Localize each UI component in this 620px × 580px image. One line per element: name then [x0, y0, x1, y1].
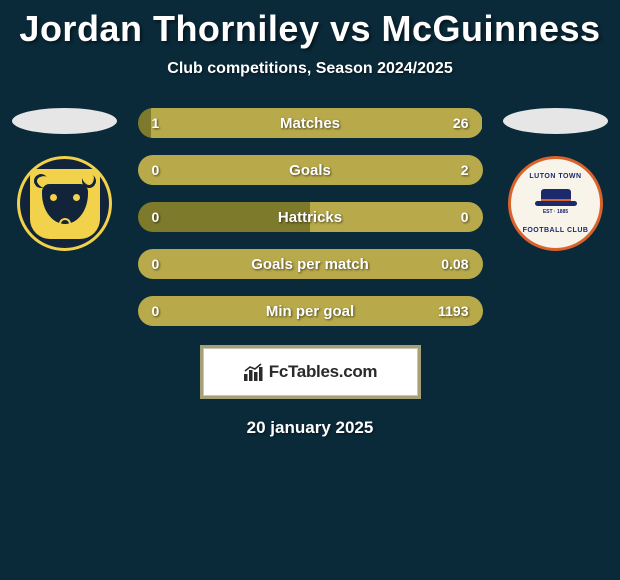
stat-value-left: 0	[152, 209, 182, 225]
fctables-watermark: FcTables.com	[203, 348, 418, 396]
player-photo-placeholder-left	[12, 108, 117, 134]
luton-crest-icon: LUTON TOWN EST · 1885 FOOTBALL CLUB	[520, 168, 592, 240]
stat-value-right: 0.08	[439, 256, 469, 272]
content-row: 1 Matches 26 0 Goals 2 0 Hattricks 0 0 Goals per m…	[0, 108, 620, 326]
page-title: Jordan Thorniley vs McGuinness	[0, 8, 620, 50]
stat-value-left: 0	[152, 256, 182, 272]
chart-icon	[243, 362, 265, 382]
oxford-shield-icon	[30, 169, 100, 239]
player-photo-placeholder-right	[503, 108, 608, 134]
stat-row: 0 Goals 2	[138, 155, 483, 185]
luton-town-badge: LUTON TOWN EST · 1885 FOOTBALL CLUB	[508, 156, 603, 251]
stat-label: Min per goal	[266, 303, 354, 320]
stat-label: Goals per match	[251, 256, 369, 273]
brand-text: FcTables.com	[269, 362, 378, 382]
stat-label: Matches	[280, 115, 340, 132]
ox-head-icon	[42, 184, 88, 224]
luton-text-top: LUTON TOWN	[520, 173, 592, 180]
luton-est-text: EST · 1885	[543, 209, 568, 215]
right-column: LUTON TOWN EST · 1885 FOOTBALL CLUB	[501, 108, 611, 251]
luton-text-bottom: FOOTBALL CLUB	[520, 227, 592, 234]
stat-row: 0 Min per goal 1193	[138, 296, 483, 326]
stat-value-right: 26	[439, 115, 469, 131]
stat-label: Goals	[289, 162, 331, 179]
stats-column: 1 Matches 26 0 Goals 2 0 Hattricks 0 0 Goals per m…	[138, 108, 483, 326]
oxford-united-badge	[17, 156, 112, 251]
stat-value-left: 0	[152, 303, 182, 319]
left-column	[10, 108, 120, 251]
luton-hat-icon	[541, 189, 571, 203]
comparison-infographic: Jordan Thorniley vs McGuinness Club comp…	[0, 0, 620, 438]
stat-value-right: 0	[439, 209, 469, 225]
stat-value-right: 2	[439, 162, 469, 178]
stat-value-left: 1	[152, 115, 182, 131]
stat-row: 0 Goals per match 0.08	[138, 249, 483, 279]
page-subtitle: Club competitions, Season 2024/2025	[0, 60, 620, 78]
stat-value-right: 1193	[438, 303, 468, 319]
stat-label: Hattricks	[278, 209, 342, 226]
stat-row: 1 Matches 26	[138, 108, 483, 138]
stat-value-left: 0	[152, 162, 182, 178]
date-text: 20 january 2025	[0, 418, 620, 438]
stat-row: 0 Hattricks 0	[138, 202, 483, 232]
